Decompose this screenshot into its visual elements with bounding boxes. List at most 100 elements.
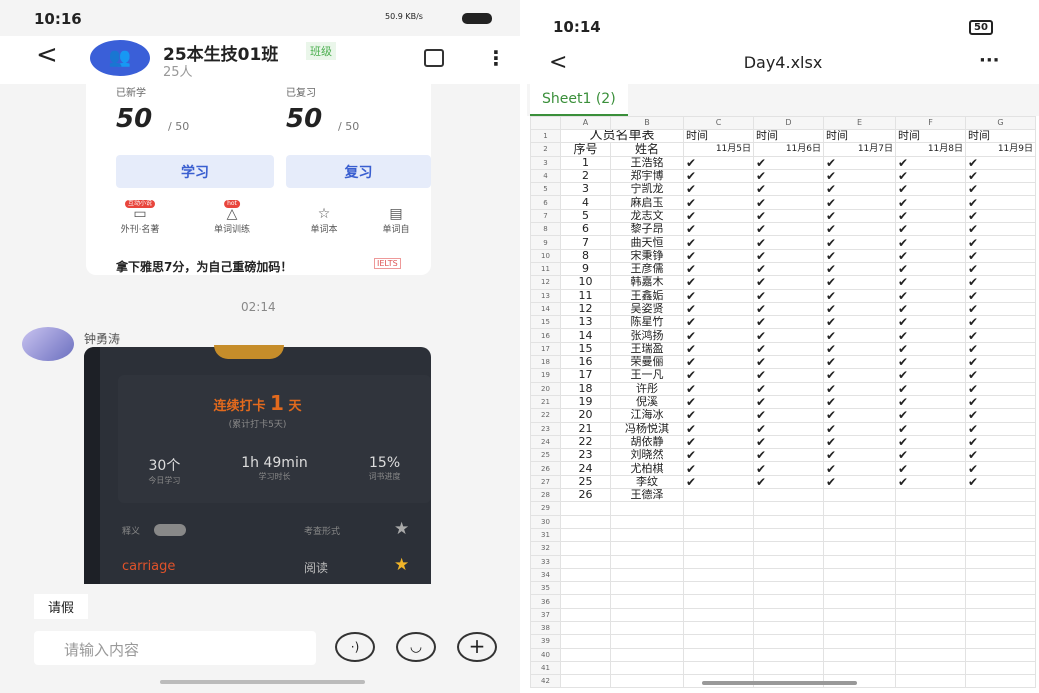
cell[interactable]: ✔: [823, 341, 896, 357]
cell[interactable]: [560, 554, 611, 569]
cell[interactable]: ✔: [965, 355, 1036, 370]
cell[interactable]: 王鑫姤: [610, 288, 684, 303]
row-header[interactable]: 18: [530, 355, 561, 370]
cell[interactable]: ✔: [965, 394, 1036, 410]
cell[interactable]: ✔: [895, 394, 966, 410]
row-header[interactable]: 1: [530, 128, 561, 144]
row-header[interactable]: 13: [530, 288, 561, 303]
cell[interactable]: 王浩铭: [610, 155, 684, 170]
cell[interactable]: [965, 674, 1036, 689]
row-header[interactable]: 12: [530, 275, 561, 290]
cell[interactable]: ✔: [823, 368, 896, 383]
more-icon[interactable]: ···: [979, 50, 1000, 71]
cell[interactable]: [753, 527, 824, 543]
cell[interactable]: 7: [560, 235, 611, 250]
row-header[interactable]: 21: [530, 394, 561, 410]
row-header[interactable]: 24: [530, 434, 561, 450]
cell[interactable]: ✔: [823, 315, 896, 330]
cell[interactable]: ✔: [753, 328, 824, 343]
cell[interactable]: [560, 634, 611, 649]
cell[interactable]: [683, 527, 754, 543]
row-header[interactable]: 14: [530, 301, 561, 317]
cell[interactable]: ✔: [753, 381, 824, 396]
cell[interactable]: ✔: [753, 235, 824, 250]
cell[interactable]: ✔: [965, 381, 1036, 396]
tool-wordbook[interactable]: ☆ 单词本: [284, 206, 364, 235]
cell[interactable]: [610, 594, 684, 609]
cell[interactable]: [965, 647, 1036, 662]
cell[interactable]: [560, 647, 611, 662]
cell[interactable]: ✔: [823, 381, 896, 396]
cell[interactable]: 18: [560, 381, 611, 396]
cell[interactable]: 5: [560, 208, 611, 224]
cell[interactable]: ✔: [895, 368, 966, 383]
cell[interactable]: [823, 501, 896, 516]
cell[interactable]: ✔: [823, 182, 896, 197]
cell[interactable]: 8: [560, 248, 611, 263]
cell[interactable]: ✔: [895, 421, 966, 436]
row-header[interactable]: 41: [530, 660, 561, 676]
cell[interactable]: [965, 581, 1036, 596]
cell[interactable]: [560, 594, 611, 609]
emoji-icon[interactable]: ◡: [396, 632, 436, 662]
cell[interactable]: 6: [560, 222, 611, 237]
star-filled-icon[interactable]: ★: [394, 555, 410, 575]
cell[interactable]: ✔: [683, 248, 754, 263]
cell[interactable]: 王一凡: [610, 368, 684, 383]
cell[interactable]: [823, 567, 896, 583]
cell[interactable]: ✔: [683, 394, 754, 410]
cell[interactable]: 麻启玉: [610, 195, 684, 210]
cell[interactable]: [823, 634, 896, 649]
cell[interactable]: ✔: [965, 408, 1036, 423]
cell[interactable]: 刘晓然: [610, 448, 684, 463]
cell[interactable]: 宋秉铮: [610, 248, 684, 263]
cell[interactable]: [560, 620, 611, 636]
cell[interactable]: 时间: [753, 128, 824, 144]
cell[interactable]: ✔: [823, 328, 896, 343]
cell[interactable]: 4: [560, 195, 611, 210]
cell[interactable]: [560, 527, 611, 543]
cell[interactable]: ✔: [965, 248, 1036, 263]
cell[interactable]: 序号: [560, 142, 611, 157]
cell[interactable]: ✔: [823, 474, 896, 490]
cell[interactable]: [965, 541, 1036, 556]
checkin-card[interactable]: 连续打卡 1 天 (累计打卡5天) 30个 今日学习 1h 49min 学习时长 1…: [84, 345, 431, 584]
row-header[interactable]: 40: [530, 647, 561, 662]
cell[interactable]: [610, 660, 684, 676]
row-header[interactable]: 29: [530, 501, 561, 516]
cell[interactable]: [823, 647, 896, 662]
cell[interactable]: ✔: [895, 474, 966, 490]
row-header[interactable]: 23: [530, 421, 561, 436]
cell[interactable]: ✔: [965, 275, 1036, 290]
cell[interactable]: ✔: [895, 155, 966, 170]
row-header[interactable]: 17: [530, 341, 561, 357]
cell[interactable]: ✔: [895, 208, 966, 224]
row-header[interactable]: 20: [530, 381, 561, 396]
cell[interactable]: [823, 607, 896, 622]
cell[interactable]: [560, 660, 611, 676]
cell[interactable]: [683, 594, 754, 609]
cell[interactable]: [823, 514, 896, 529]
cell[interactable]: [965, 514, 1036, 529]
cell[interactable]: ✔: [965, 448, 1036, 463]
cell[interactable]: ✔: [683, 261, 754, 277]
cell[interactable]: 黎子昂: [610, 222, 684, 237]
cell[interactable]: ✔: [965, 421, 1036, 436]
cell[interactable]: [753, 554, 824, 569]
cell[interactable]: ✔: [965, 261, 1036, 277]
cell[interactable]: [753, 634, 824, 649]
cell[interactable]: ✔: [823, 301, 896, 317]
cell[interactable]: 李纹: [610, 474, 684, 490]
cell[interactable]: 宁凯龙: [610, 182, 684, 197]
cell[interactable]: ✔: [965, 315, 1036, 330]
cell[interactable]: ✔: [823, 155, 896, 170]
cell[interactable]: ✔: [753, 355, 824, 370]
back-button[interactable]: <: [549, 50, 568, 75]
cell[interactable]: [753, 501, 824, 516]
cell[interactable]: 时间: [895, 128, 966, 144]
voice-icon[interactable]: ·): [335, 632, 375, 662]
cell[interactable]: ✔: [683, 315, 754, 330]
cell[interactable]: [965, 634, 1036, 649]
cell[interactable]: [683, 541, 754, 556]
notes-icon[interactable]: [424, 49, 444, 67]
